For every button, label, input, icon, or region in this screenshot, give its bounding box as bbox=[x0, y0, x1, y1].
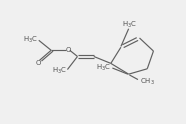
Text: O: O bbox=[35, 60, 41, 66]
Text: H$_3$C: H$_3$C bbox=[96, 63, 111, 73]
Text: O: O bbox=[65, 46, 71, 53]
Text: H$_3$C: H$_3$C bbox=[52, 66, 67, 76]
Text: CH$_3$: CH$_3$ bbox=[140, 77, 155, 87]
Text: H$_3$C: H$_3$C bbox=[23, 35, 38, 45]
Text: H$_3$C: H$_3$C bbox=[122, 20, 137, 30]
